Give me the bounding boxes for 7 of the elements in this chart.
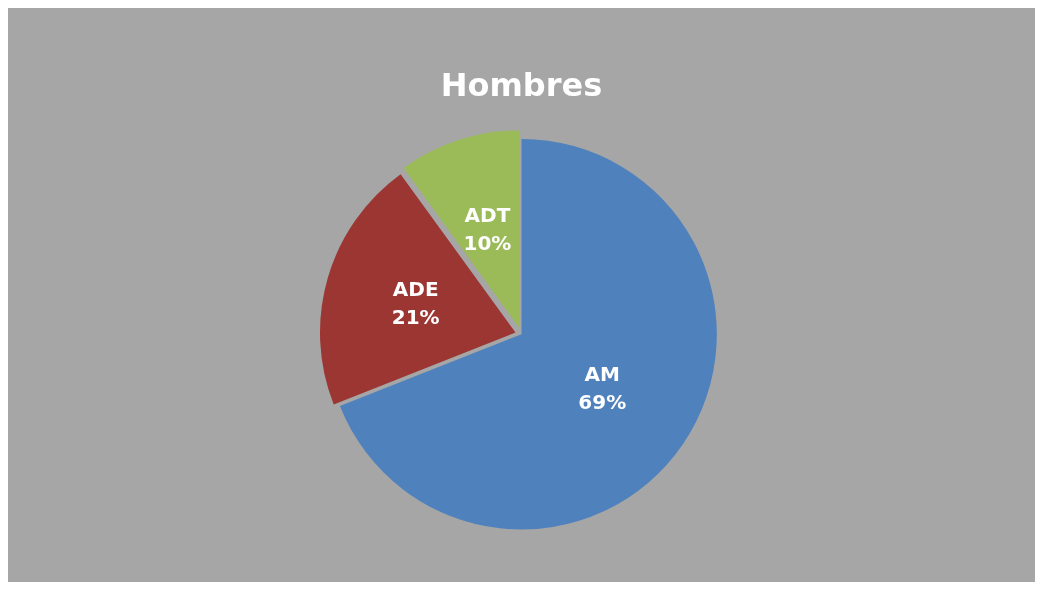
chart-title: Hombres (440, 65, 603, 104)
data-label: 69% (578, 390, 627, 415)
slice-label: ADT (464, 202, 511, 227)
data-label: 10% (463, 230, 512, 255)
slice-label: AM (584, 362, 620, 387)
data-label: 21% (391, 304, 440, 329)
slice-label: ADE (392, 276, 439, 301)
